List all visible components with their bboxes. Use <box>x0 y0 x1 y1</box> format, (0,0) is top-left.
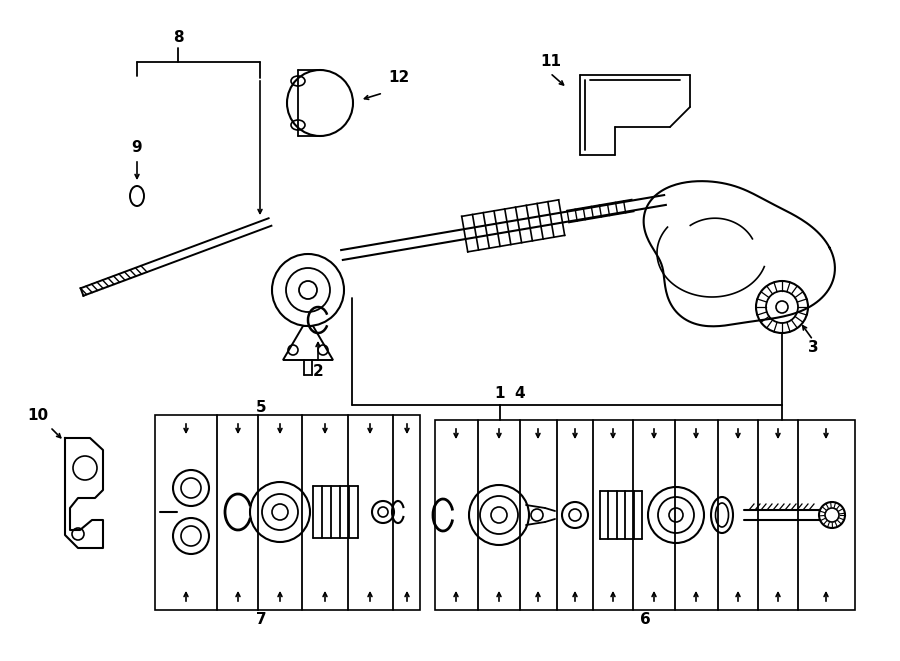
Bar <box>435 420 855 610</box>
Text: 8: 8 <box>173 30 184 46</box>
Text: 11: 11 <box>540 54 561 69</box>
Bar <box>155 415 420 610</box>
Text: 4: 4 <box>515 385 526 401</box>
Text: 1: 1 <box>495 385 505 401</box>
Text: 3: 3 <box>807 340 818 356</box>
Text: 5: 5 <box>256 399 266 414</box>
Text: 12: 12 <box>388 71 410 85</box>
Text: 10: 10 <box>27 407 49 422</box>
Text: 2: 2 <box>312 364 323 379</box>
Text: 6: 6 <box>640 613 651 627</box>
Text: 7: 7 <box>256 613 266 627</box>
Text: 9: 9 <box>131 141 142 155</box>
